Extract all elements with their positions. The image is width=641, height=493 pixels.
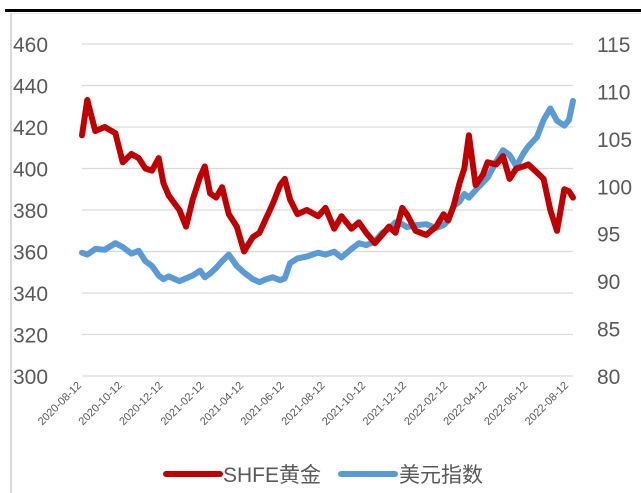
left-y-tick-label: 440 [13,76,48,99]
series-line-shfe-gold [79,97,576,255]
legend-label-usd-index: 美元指数 [399,464,483,487]
right-y-tick-label: 110 [597,81,630,104]
right-y-tick-label: 95 [597,224,620,247]
right-y-axis: 115 110 105 100 95 90 85 80 [597,34,632,389]
left-y-tick-label: 340 [13,283,48,306]
right-y-tick-label: 105 [597,129,632,152]
left-y-tick-label: 460 [13,34,48,57]
chart-frame-top [10,13,641,14]
right-y-tick-label: 80 [597,366,620,389]
x-tick-label: 2020-12-12 [117,380,165,428]
left-y-tick-label: 360 [13,242,48,265]
left-y-tick-label: 380 [13,200,48,223]
left-y-axis: 460 440 420 400 380 360 340 320 300 [13,34,48,389]
series-line-usd-index [79,97,576,286]
series-lines [79,97,576,286]
chart-legend: SHFE黄金 美元指数 [163,464,483,487]
right-y-tick-label: 115 [597,34,630,57]
left-y-tick-label: 300 [13,366,48,389]
right-y-tick-label: 90 [597,271,620,294]
right-y-tick-label: 85 [597,319,620,342]
x-tick-label: 2022-08-12 [523,380,571,428]
chart-frame-left [10,13,12,493]
legend-label-shfe-gold: SHFE黄金 [223,464,321,487]
x-axis: 2020-08-122020-10-122020-12-122021-02-12… [36,380,571,428]
right-y-tick-label: 100 [597,176,632,199]
left-y-tick-label: 420 [13,117,48,140]
left-y-tick-label: 400 [13,159,48,182]
x-tick-label: 2021-12-12 [361,380,409,428]
top-border-rule [5,9,641,12]
left-y-tick-label: 320 [13,325,48,348]
